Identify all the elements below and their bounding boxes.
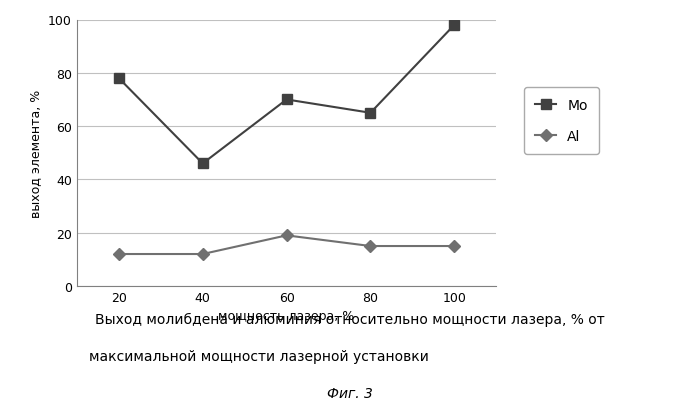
Al bbox=[282, 233, 291, 238]
X-axis label: мощность лазера, %: мощность лазера, % bbox=[219, 310, 354, 323]
Al bbox=[366, 244, 375, 249]
Mo bbox=[366, 111, 375, 116]
Y-axis label: выход элемента, %: выход элемента, % bbox=[29, 90, 43, 217]
Text: Выход молибдена и алюминия относительно мощности лазера, % от: Выход молибдена и алюминия относительно … bbox=[94, 312, 605, 326]
Mo bbox=[450, 23, 459, 28]
Mo bbox=[115, 76, 123, 81]
Al bbox=[115, 252, 123, 257]
Mo bbox=[199, 162, 207, 166]
Mo bbox=[282, 98, 291, 103]
Al bbox=[199, 252, 207, 257]
Line: Al: Al bbox=[115, 231, 459, 258]
Text: Фиг. 3: Фиг. 3 bbox=[326, 386, 373, 400]
Al bbox=[450, 244, 459, 249]
Text: максимальной мощности лазерной установки: максимальной мощности лазерной установки bbox=[89, 349, 428, 363]
Line: Mo: Mo bbox=[114, 21, 459, 169]
Legend: Mo, Al: Mo, Al bbox=[524, 88, 599, 155]
